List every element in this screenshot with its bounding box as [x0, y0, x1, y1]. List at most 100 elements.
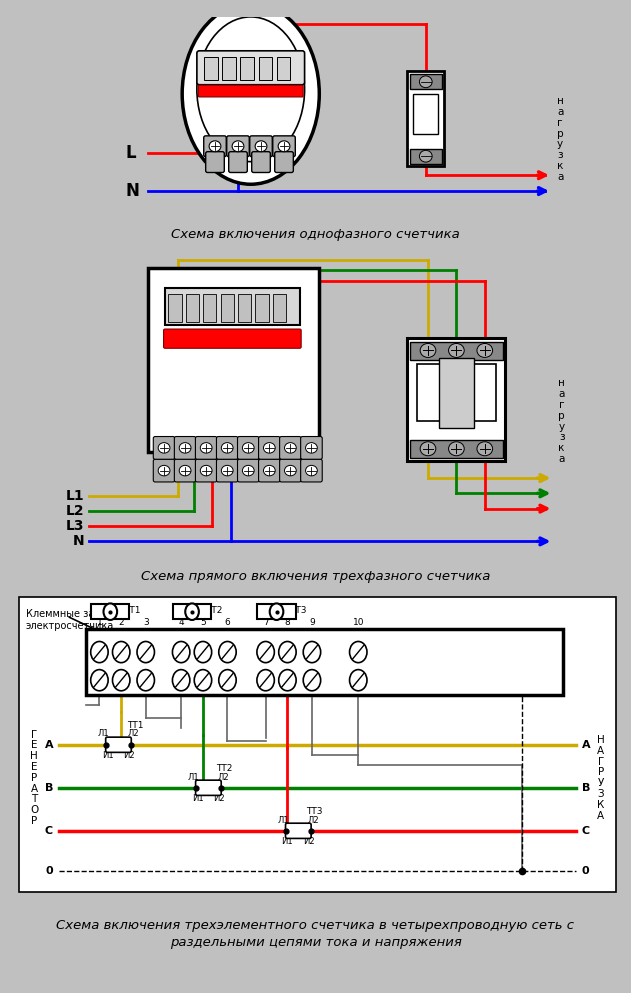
Bar [238, 294, 251, 322]
FancyBboxPatch shape [216, 437, 238, 459]
FancyBboxPatch shape [410, 74, 442, 89]
Text: ТТ1: ТТ1 [127, 721, 143, 730]
Text: Л2: Л2 [307, 815, 319, 824]
FancyBboxPatch shape [273, 136, 295, 157]
Bar [276, 57, 290, 80]
Circle shape [279, 669, 296, 691]
Circle shape [420, 344, 436, 357]
Circle shape [305, 443, 317, 453]
Circle shape [200, 443, 212, 453]
Circle shape [264, 466, 275, 476]
Circle shape [221, 466, 233, 476]
Ellipse shape [197, 17, 305, 162]
Text: 9: 9 [309, 618, 315, 627]
Circle shape [194, 641, 211, 662]
Circle shape [209, 141, 221, 152]
FancyBboxPatch shape [228, 152, 247, 173]
Text: И2: И2 [124, 751, 135, 760]
Circle shape [91, 641, 108, 662]
Circle shape [420, 75, 432, 87]
Circle shape [285, 466, 297, 476]
Ellipse shape [182, 3, 319, 185]
FancyBboxPatch shape [153, 437, 175, 459]
FancyBboxPatch shape [274, 152, 293, 173]
Bar [273, 294, 286, 322]
Circle shape [232, 141, 244, 152]
Circle shape [103, 604, 117, 620]
Bar [410, 342, 503, 360]
Circle shape [221, 443, 233, 453]
Bar [221, 294, 234, 322]
Bar [408, 71, 444, 166]
Text: B: B [582, 782, 590, 792]
Bar [148, 268, 319, 452]
Text: 0: 0 [582, 866, 589, 876]
Text: ТТ1: ТТ1 [124, 606, 141, 616]
Circle shape [194, 669, 211, 691]
Circle shape [257, 641, 274, 662]
Circle shape [420, 150, 432, 162]
FancyBboxPatch shape [227, 136, 249, 157]
Text: A: A [582, 740, 591, 750]
Circle shape [350, 641, 367, 662]
Circle shape [179, 466, 191, 476]
Circle shape [257, 669, 274, 691]
Circle shape [269, 604, 283, 620]
Text: ТТ3: ТТ3 [307, 807, 323, 816]
FancyBboxPatch shape [153, 459, 175, 482]
Bar [408, 339, 505, 461]
Text: Н
А
Г
Р
У
З
К
А: Н А Г Р У З К А [597, 735, 604, 820]
FancyBboxPatch shape [204, 136, 227, 157]
Text: L2: L2 [66, 503, 85, 517]
Text: L1: L1 [66, 489, 85, 502]
Circle shape [304, 641, 321, 662]
Bar [91, 604, 129, 619]
Circle shape [137, 641, 155, 662]
Circle shape [158, 466, 170, 476]
Text: Л2: Л2 [218, 773, 229, 781]
Text: C: C [45, 826, 53, 836]
Text: N: N [73, 534, 85, 548]
Text: н
а
г
р
у
з
к
а: н а г р у з к а [557, 96, 563, 182]
FancyBboxPatch shape [410, 149, 442, 164]
Text: 5: 5 [200, 618, 206, 627]
Text: 8: 8 [285, 618, 290, 627]
Circle shape [137, 669, 155, 691]
Circle shape [200, 466, 212, 476]
Text: Л1: Л1 [98, 730, 109, 739]
FancyBboxPatch shape [252, 152, 270, 173]
Text: A: A [44, 740, 53, 750]
Text: Схема включения однофазного счетчика: Схема включения однофазного счетчика [171, 227, 460, 241]
Circle shape [242, 443, 254, 453]
Bar [410, 440, 503, 459]
Text: 10: 10 [353, 618, 364, 627]
Text: N: N [126, 182, 139, 200]
Circle shape [304, 669, 321, 691]
Bar [168, 294, 182, 322]
Text: Клеммные зажимы
электросчетчика: Клеммные зажимы электросчетчика [26, 609, 124, 631]
Circle shape [158, 443, 170, 453]
Text: И1: И1 [281, 837, 293, 846]
Text: 6: 6 [225, 618, 230, 627]
Text: 2: 2 [119, 618, 124, 627]
FancyBboxPatch shape [196, 437, 217, 459]
Text: Г
Е
Н
Е
Р
А
Т
О
Р: Г Е Н Е Р А Т О Р [30, 730, 38, 826]
Bar [257, 604, 295, 619]
Circle shape [242, 466, 254, 476]
FancyBboxPatch shape [250, 136, 273, 157]
Bar [86, 629, 563, 695]
Bar [222, 57, 236, 80]
FancyBboxPatch shape [285, 823, 311, 838]
Circle shape [449, 442, 464, 456]
Circle shape [449, 344, 464, 357]
FancyBboxPatch shape [196, 459, 217, 482]
Bar [204, 57, 218, 80]
Bar [259, 57, 273, 80]
Circle shape [477, 442, 493, 456]
FancyBboxPatch shape [301, 459, 322, 482]
Text: Схема прямого включения трехфазного счетчика: Схема прямого включения трехфазного счет… [141, 570, 490, 584]
Text: B: B [45, 782, 53, 792]
Text: L3: L3 [66, 519, 85, 533]
Text: Л1: Л1 [187, 773, 199, 781]
Circle shape [219, 641, 236, 662]
